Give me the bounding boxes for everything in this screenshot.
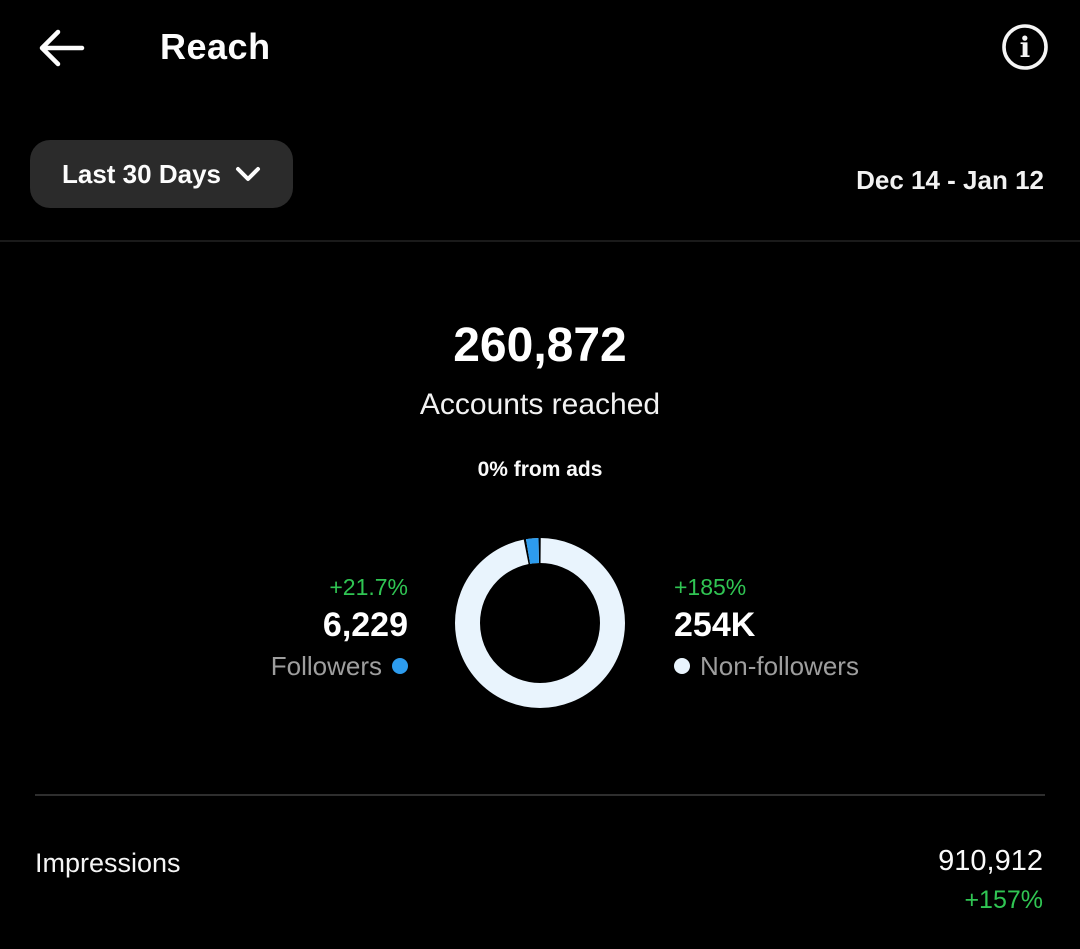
reach-donut-chart xyxy=(455,538,625,708)
non-followers-stat: +185% 254K Non-followers xyxy=(674,572,859,682)
followers-dot-icon xyxy=(392,658,408,674)
date-range-label: Dec 14 - Jan 12 xyxy=(856,165,1044,195)
header: Reach i xyxy=(0,0,1080,95)
impressions-delta: +157% xyxy=(964,886,1043,914)
non-followers-dot-icon xyxy=(674,658,690,674)
impressions-value: 910,912 xyxy=(938,845,1043,877)
non-followers-legend-label: Non-followers xyxy=(700,651,859,681)
followers-value: 6,229 xyxy=(322,606,408,644)
chevron-down-icon xyxy=(235,166,261,182)
followers-delta: +21.7% xyxy=(329,574,408,600)
period-dropdown-label: Last 30 Days xyxy=(62,158,221,189)
info-icon: i xyxy=(1000,22,1050,72)
followers-stat: +21.7% 6,229 Followers xyxy=(271,572,408,682)
non-followers-legend: Non-followers xyxy=(674,650,859,682)
non-followers-delta: +185% xyxy=(674,574,747,600)
donut-nonfollowers-ring xyxy=(455,538,625,708)
info-button[interactable]: i xyxy=(998,20,1052,74)
accounts-reached-value: 260,872 xyxy=(453,319,627,372)
page-title: Reach xyxy=(160,26,271,67)
impressions-label: Impressions xyxy=(35,848,181,878)
svg-text:i: i xyxy=(1020,31,1031,64)
period-dropdown[interactable]: Last 30 Days xyxy=(30,140,293,208)
back-arrow-icon xyxy=(36,27,88,69)
followers-legend-label: Followers xyxy=(270,651,382,681)
back-button[interactable] xyxy=(34,25,90,71)
header-divider xyxy=(0,240,1080,242)
non-followers-value: 254K xyxy=(674,606,756,644)
donut-followers-segment xyxy=(525,538,540,564)
accounts-reached-label: Accounts reached xyxy=(419,388,661,421)
followers-legend: Followers xyxy=(271,650,408,682)
section-divider xyxy=(35,794,1045,796)
ads-percentage-note: 0% from ads xyxy=(477,458,603,481)
